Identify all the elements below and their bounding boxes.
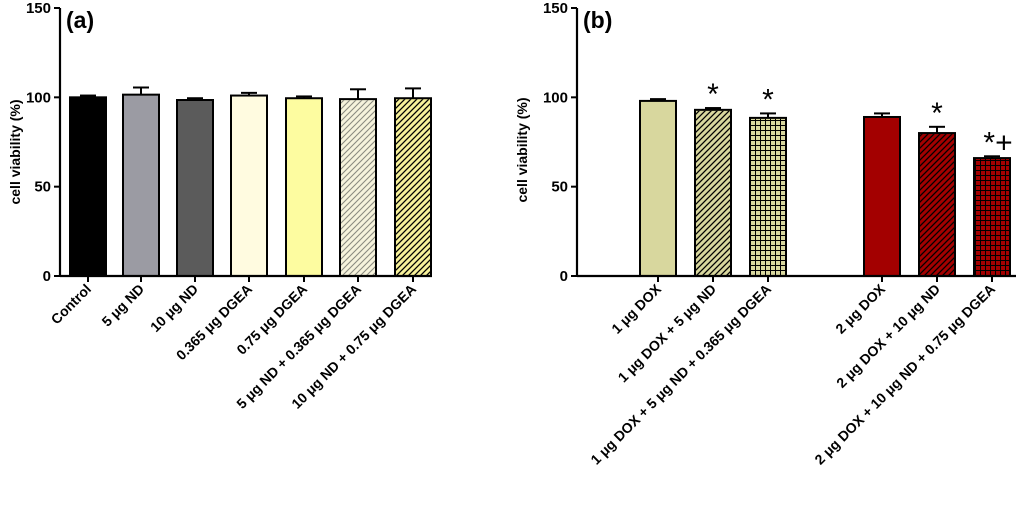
- category-label: 10 μg ND: [147, 281, 201, 335]
- category-label: 1 μg DOX: [608, 280, 664, 336]
- bar-6: [339, 88, 377, 278]
- y-tick-label: 0: [560, 268, 568, 285]
- significance-annotation: *: [931, 97, 943, 130]
- bar-pattern: [696, 110, 730, 275]
- category-label: Control: [48, 281, 95, 328]
- panel-label-b: (b): [583, 7, 612, 33]
- bar-fill: [122, 93, 160, 277]
- panel-a-chart: (a) cell viability (%) 0 50 100 150 Control…: [7, 0, 432, 412]
- y-axis-label-b: cell viability (%): [514, 97, 530, 202]
- bar-pattern: [920, 134, 954, 275]
- bar-fill: [176, 99, 214, 277]
- y-tick-label: 150: [543, 0, 568, 17]
- y-tick-label: 100: [543, 89, 568, 106]
- bar-1: [69, 94, 107, 278]
- category-label: 2 μg DOX: [832, 280, 888, 336]
- bar-2: [122, 86, 160, 277]
- bar-pattern: [751, 118, 785, 275]
- y-tick-label: 0: [43, 268, 51, 285]
- significance-annotation: *: [762, 83, 774, 116]
- bar-4: [230, 91, 268, 278]
- bar-5: [918, 125, 956, 277]
- bar-7: [394, 87, 432, 277]
- bar-3: [749, 112, 787, 277]
- bar-4: [863, 112, 901, 277]
- y-tick-label: 50: [34, 179, 51, 196]
- y-axis-label-a: cell viability (%): [7, 99, 23, 204]
- category-label: 1 μg DOX + 5 μg ND: [615, 281, 720, 386]
- bar-6: [973, 155, 1011, 277]
- bar-fill: [230, 94, 268, 278]
- bar-fill: [639, 99, 677, 278]
- y-tick-label: 100: [26, 89, 51, 106]
- bar-pattern: [975, 159, 1009, 275]
- bar-pattern: [341, 100, 375, 276]
- bar-1: [639, 98, 677, 278]
- panel-label-a: (a): [66, 7, 94, 33]
- bar-pattern: [396, 99, 430, 275]
- bar-3: [176, 97, 214, 277]
- bar-2: [694, 107, 732, 277]
- category-label: 2 μg DOX + 10 μg ND: [833, 281, 943, 391]
- significance-annotation: *+: [983, 126, 1012, 159]
- y-tick-label: 50: [551, 179, 568, 196]
- bar-fill: [69, 96, 107, 278]
- y-tick-label: 150: [26, 0, 51, 17]
- category-label: 5 μg ND: [98, 281, 147, 330]
- bar-fill: [863, 115, 901, 277]
- significance-annotation: *: [707, 78, 719, 111]
- panel-b-chart: (b) cell viability (%) 0 50 100 150 1 μg DO…: [514, 0, 1016, 468]
- bar-5: [285, 95, 323, 277]
- bar-fill: [285, 97, 323, 277]
